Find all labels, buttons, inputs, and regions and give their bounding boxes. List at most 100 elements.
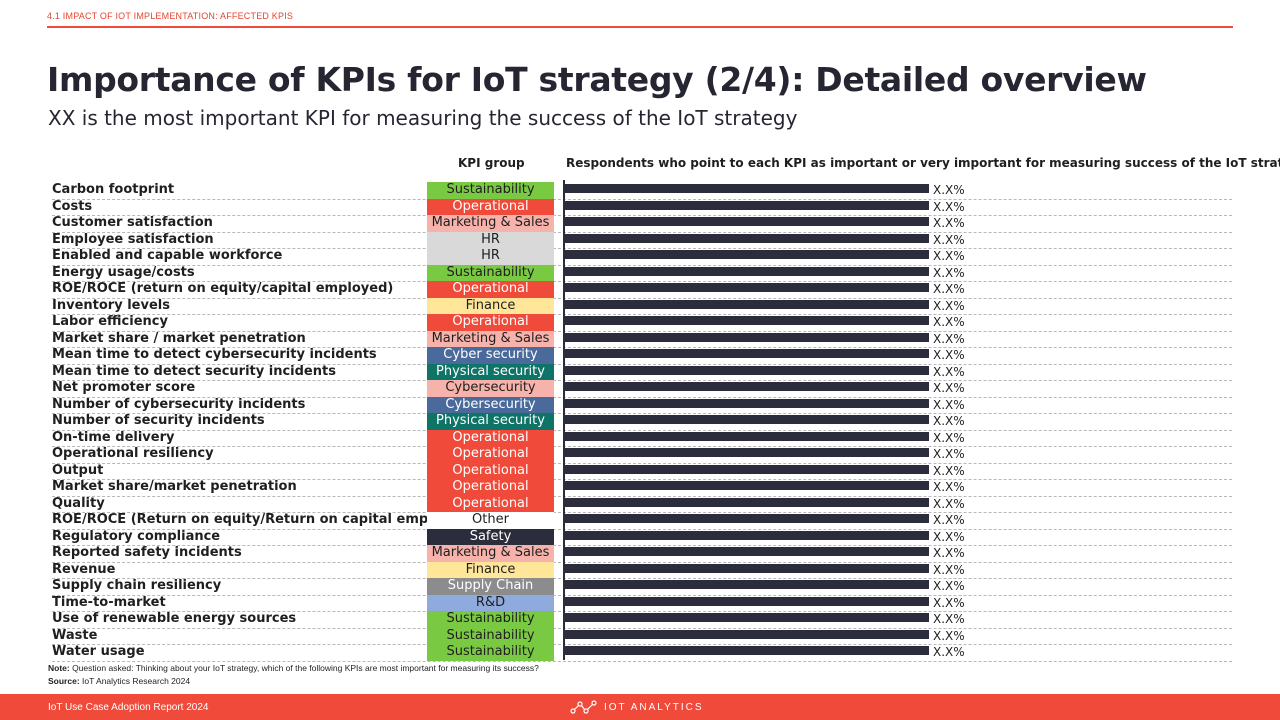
- kpi-row: Output Operational X.X%: [52, 462, 1232, 480]
- kpi-bar: [564, 596, 929, 606]
- note-text: Question asked: Thinking about your IoT …: [69, 663, 539, 673]
- bar-value-label: X.X%: [933, 232, 965, 247]
- kpi-bar: [564, 464, 929, 474]
- bar-track: [564, 233, 929, 243]
- page-title: Importance of KPIs for IoT strategy (2/4…: [47, 60, 1147, 99]
- respondents-header: Respondents who point to each KPI as imp…: [566, 156, 1280, 170]
- kpi-row: Inventory levels Finance X.X%: [52, 297, 1232, 315]
- kpi-bar: [564, 217, 929, 226]
- kpi-bar: [564, 332, 929, 342]
- bar-value-label: X.X%: [933, 447, 965, 461]
- kpi-group-badge: Other: [427, 512, 554, 529]
- bar-track: [564, 184, 929, 193]
- kpi-row: Water usage Sustainability X.X%: [52, 644, 1232, 662]
- kpi-row: Carbon footprint Sustainability X.X%: [52, 182, 1232, 200]
- bar-track: [564, 266, 929, 276]
- bar-track: [564, 629, 929, 639]
- bar-value-label: X.X%: [933, 265, 965, 280]
- kpi-group-badge: R&D: [427, 594, 554, 611]
- kpi-label: ROE/ROCE (return on equity/capital emplo…: [52, 281, 394, 296]
- kpi-bar: [564, 646, 929, 655]
- kpi-row: Customer satisfaction Marketing & Sales X.…: [52, 215, 1232, 233]
- kpi-bar: [564, 580, 929, 589]
- bar-value-label: X.X%: [933, 249, 965, 263]
- logo-network-icon: [570, 700, 597, 714]
- kpi-row: Regulatory compliance Safety X.X%: [52, 528, 1232, 546]
- bar-track: [564, 514, 929, 523]
- footer-report-title: IoT Use Case Adoption Report 2024: [48, 702, 209, 713]
- bar-track: [564, 365, 929, 375]
- kpi-bar: [564, 448, 929, 457]
- kpi-label: Mean time to detect cybersecurity incide…: [52, 347, 377, 362]
- kpi-label: Inventory levels: [52, 297, 170, 313]
- kpi-label: Market share / market penetration: [52, 330, 306, 346]
- iot-analytics-logo: IOT ANALYTICS: [570, 698, 704, 716]
- kpi-label: Number of cybersecurity incidents: [52, 396, 306, 412]
- kpi-row: Number of security incidents Physical sec…: [52, 413, 1232, 431]
- kpi-group-badge: Operational: [427, 429, 554, 446]
- footer-bar: IoT Use Case Adoption Report 2024 IOT AN…: [0, 694, 1280, 720]
- kpi-bar: [564, 349, 929, 358]
- bar-track: [564, 217, 929, 226]
- bar-track: [564, 464, 929, 474]
- kpi-group-badge: Physical security: [427, 363, 554, 380]
- bar-value-label: X.X%: [933, 183, 965, 197]
- source-text: IoT Analytics Research 2024: [79, 676, 191, 686]
- bar-value-label: X.X%: [933, 381, 965, 395]
- kpi-group-badge: Physical security: [427, 413, 554, 430]
- kpi-row: Waste Sustainability X.X%: [52, 627, 1232, 645]
- chart-axis-line: [563, 180, 565, 660]
- kpi-group-badge: Operational: [427, 198, 554, 215]
- kpi-label: Costs: [52, 198, 93, 214]
- kpi-row: ROE/ROCE (return on equity/capital emplo…: [52, 281, 1232, 299]
- kpi-bar: [564, 563, 929, 573]
- kpi-label: Time-to-market: [52, 594, 166, 610]
- kpi-group-badge: Marketing & Sales: [427, 215, 554, 232]
- kpi-row: Number of cybersecurity incidents Cyberse…: [52, 396, 1232, 414]
- bar-value-label: X.X%: [933, 364, 965, 379]
- kpi-label: Water usage: [52, 644, 145, 659]
- source: Source: IoT Analytics Research 2024: [48, 676, 190, 686]
- kpi-group-badge: Operational: [427, 479, 554, 496]
- kpi-bar: [564, 530, 929, 540]
- source-label: Source:: [48, 676, 80, 686]
- kpi-row: Enabled and capable workforce HR X.X%: [52, 248, 1232, 266]
- kpi-row: Market share/market penetration Operation…: [52, 479, 1232, 497]
- bar-value-label: X.X%: [933, 348, 965, 362]
- kpi-bar: [564, 250, 929, 259]
- kpi-bar: [564, 613, 929, 622]
- bar-value-label: X.X%: [933, 496, 965, 511]
- bar-value-label: X.X%: [933, 645, 965, 659]
- bar-track: [564, 299, 929, 309]
- kpi-row: Quality Operational X.X%: [52, 495, 1232, 513]
- bar-value-label: X.X%: [933, 513, 965, 527]
- logo-text: IOT ANALYTICS: [604, 701, 704, 713]
- kpi-bar: [564, 299, 929, 309]
- kpi-label: Output: [52, 462, 104, 478]
- bar-value-label: X.X%: [933, 216, 965, 230]
- bar-value-label: X.X%: [933, 628, 965, 643]
- kpi-row: On-time delivery Operational X.X%: [52, 429, 1232, 447]
- kpi-group-badge: Finance: [427, 561, 554, 578]
- kpi-group-badge: Sustainability: [427, 182, 554, 199]
- bar-track: [564, 316, 929, 325]
- kpi-bar: [564, 497, 929, 507]
- bar-value-label: X.X%: [933, 298, 965, 313]
- bar-track: [564, 563, 929, 573]
- bar-track: [564, 448, 929, 457]
- bar-value-label: X.X%: [933, 529, 965, 544]
- kpi-bar: [564, 431, 929, 441]
- kpi-row: Energy usage/costs Sustainability X.X%: [52, 264, 1232, 282]
- kpi-group-badge: Safety: [427, 528, 554, 545]
- bar-track: [564, 250, 929, 259]
- kpi-group-header: KPI group: [458, 156, 525, 170]
- section-label: 4.1 IMPACT OF IOT IMPLEMENTATION: AFFECT…: [47, 11, 294, 21]
- bar-value-label: X.X%: [933, 430, 965, 445]
- kpi-group-badge: Marketing & Sales: [427, 330, 554, 347]
- bar-track: [564, 332, 929, 342]
- note: Note: Question asked: Thinking about you…: [48, 663, 539, 673]
- note-label: Note:: [48, 663, 70, 673]
- kpi-group-badge: HR: [427, 248, 554, 265]
- kpi-bar: [564, 200, 929, 210]
- bar-track: [564, 613, 929, 622]
